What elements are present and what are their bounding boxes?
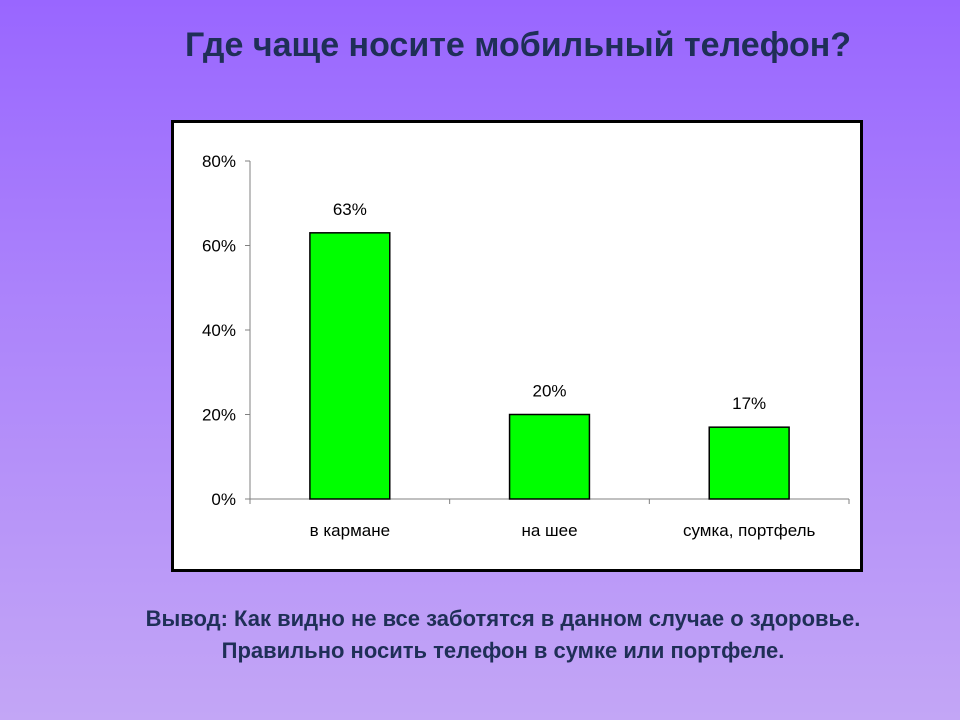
chart-frame: 0% 20% 40% 60% 80% 63% в кармане 20% на шее 17% су… — [171, 120, 863, 572]
bar — [309, 232, 391, 500]
data-label: 63% — [333, 200, 367, 219]
bar-chart: 0% 20% 40% 60% 80% 63% в кармане 20% на шее 17% су… — [202, 152, 850, 540]
conclusion-line-2: Правильно носить телефон в сумке или пор… — [221, 638, 785, 663]
x-category-label: сумка, портфель — [683, 521, 816, 540]
conclusion-line-1: Вывод: Как видно не все заботятся в данн… — [145, 606, 861, 631]
y-tick-label: 20% — [202, 406, 236, 425]
slide-title: Где чаще носите мобильный телефон? — [184, 26, 852, 64]
data-label: 20% — [532, 382, 566, 401]
conclusion-text: Вывод: Как видно не все заботятся в данн… — [0, 603, 960, 667]
data-label: 17% — [732, 394, 766, 413]
y-tick-label: 60% — [202, 237, 236, 256]
bar — [508, 413, 591, 500]
bar — [708, 426, 790, 500]
x-category-label: на шее — [521, 521, 577, 540]
y-tick-label: 40% — [202, 321, 236, 340]
y-tick-label: 0% — [211, 490, 236, 509]
y-tick-label: 80% — [202, 152, 236, 171]
x-category-label: в кармане — [310, 521, 390, 540]
